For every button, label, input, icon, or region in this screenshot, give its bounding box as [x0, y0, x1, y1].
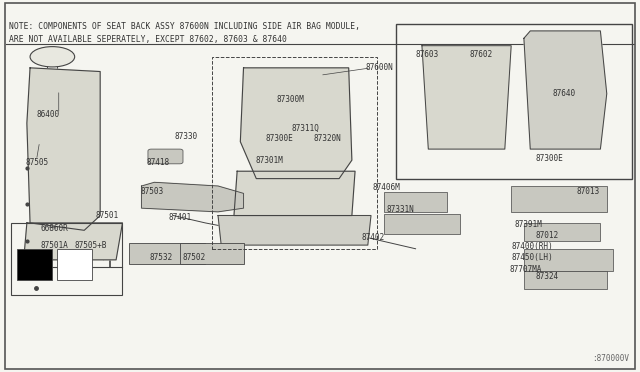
Polygon shape	[24, 223, 122, 260]
Text: 87330: 87330	[175, 132, 198, 141]
Text: 87320N: 87320N	[314, 134, 341, 142]
Polygon shape	[218, 215, 371, 245]
Text: 87505: 87505	[26, 157, 49, 167]
FancyBboxPatch shape	[524, 223, 600, 241]
Text: :870000V: :870000V	[592, 354, 629, 363]
Text: NOTE: COMPONENTS OF SEAT BACK ASSY 87600N INCLUDING SIDE AIR BAG MODULE,: NOTE: COMPONENTS OF SEAT BACK ASSY 87600…	[9, 22, 360, 31]
Text: 87600N: 87600N	[366, 63, 394, 72]
FancyBboxPatch shape	[511, 186, 607, 212]
Polygon shape	[241, 68, 352, 179]
Text: ARE NOT AVAILABLE SEPERATELY, EXCEPT 87602, 87603 & 87640: ARE NOT AVAILABLE SEPERATELY, EXCEPT 876…	[9, 35, 287, 44]
Text: 87400(RH): 87400(RH)	[511, 243, 553, 251]
Text: 87300E: 87300E	[266, 134, 294, 142]
FancyBboxPatch shape	[148, 149, 183, 164]
Text: 87503: 87503	[140, 187, 163, 196]
Polygon shape	[524, 31, 607, 149]
Text: 66860R: 66860R	[41, 224, 68, 233]
FancyBboxPatch shape	[17, 249, 52, 280]
Text: 87300M: 87300M	[276, 95, 305, 104]
Text: 87418: 87418	[147, 157, 170, 167]
Text: 87311Q: 87311Q	[292, 124, 320, 133]
Text: 87406M: 87406M	[373, 183, 401, 192]
Text: 87602: 87602	[470, 51, 493, 60]
FancyBboxPatch shape	[384, 214, 460, 234]
FancyBboxPatch shape	[524, 271, 607, 289]
Text: 87707MA: 87707MA	[510, 264, 542, 273]
Text: 87331N: 87331N	[387, 205, 415, 215]
Text: 87300E: 87300E	[536, 154, 563, 163]
Ellipse shape	[30, 46, 75, 67]
Polygon shape	[234, 171, 355, 215]
Polygon shape	[422, 46, 511, 149]
Text: 87391M: 87391M	[515, 220, 542, 229]
Polygon shape	[27, 68, 100, 230]
Text: 87532: 87532	[149, 253, 172, 263]
Text: 87324: 87324	[536, 272, 559, 281]
Text: 87402: 87402	[362, 233, 385, 242]
FancyBboxPatch shape	[129, 243, 205, 263]
Text: 87450(LH): 87450(LH)	[511, 253, 553, 263]
Text: 87640: 87640	[552, 89, 576, 98]
Text: 87401: 87401	[168, 213, 191, 222]
Text: 87502: 87502	[183, 253, 206, 263]
FancyBboxPatch shape	[57, 249, 92, 280]
Text: 87505+B: 87505+B	[75, 241, 107, 250]
Text: 86400: 86400	[36, 109, 60, 119]
Text: 87301M: 87301M	[255, 155, 283, 165]
FancyBboxPatch shape	[524, 249, 613, 271]
Polygon shape	[141, 182, 244, 212]
Text: 87603: 87603	[415, 51, 438, 60]
FancyBboxPatch shape	[384, 192, 447, 212]
Text: 87012: 87012	[536, 231, 559, 240]
Text: 87013: 87013	[576, 187, 599, 196]
FancyBboxPatch shape	[180, 243, 244, 263]
Text: 87501: 87501	[96, 211, 119, 220]
Text: 87501A: 87501A	[41, 241, 68, 250]
